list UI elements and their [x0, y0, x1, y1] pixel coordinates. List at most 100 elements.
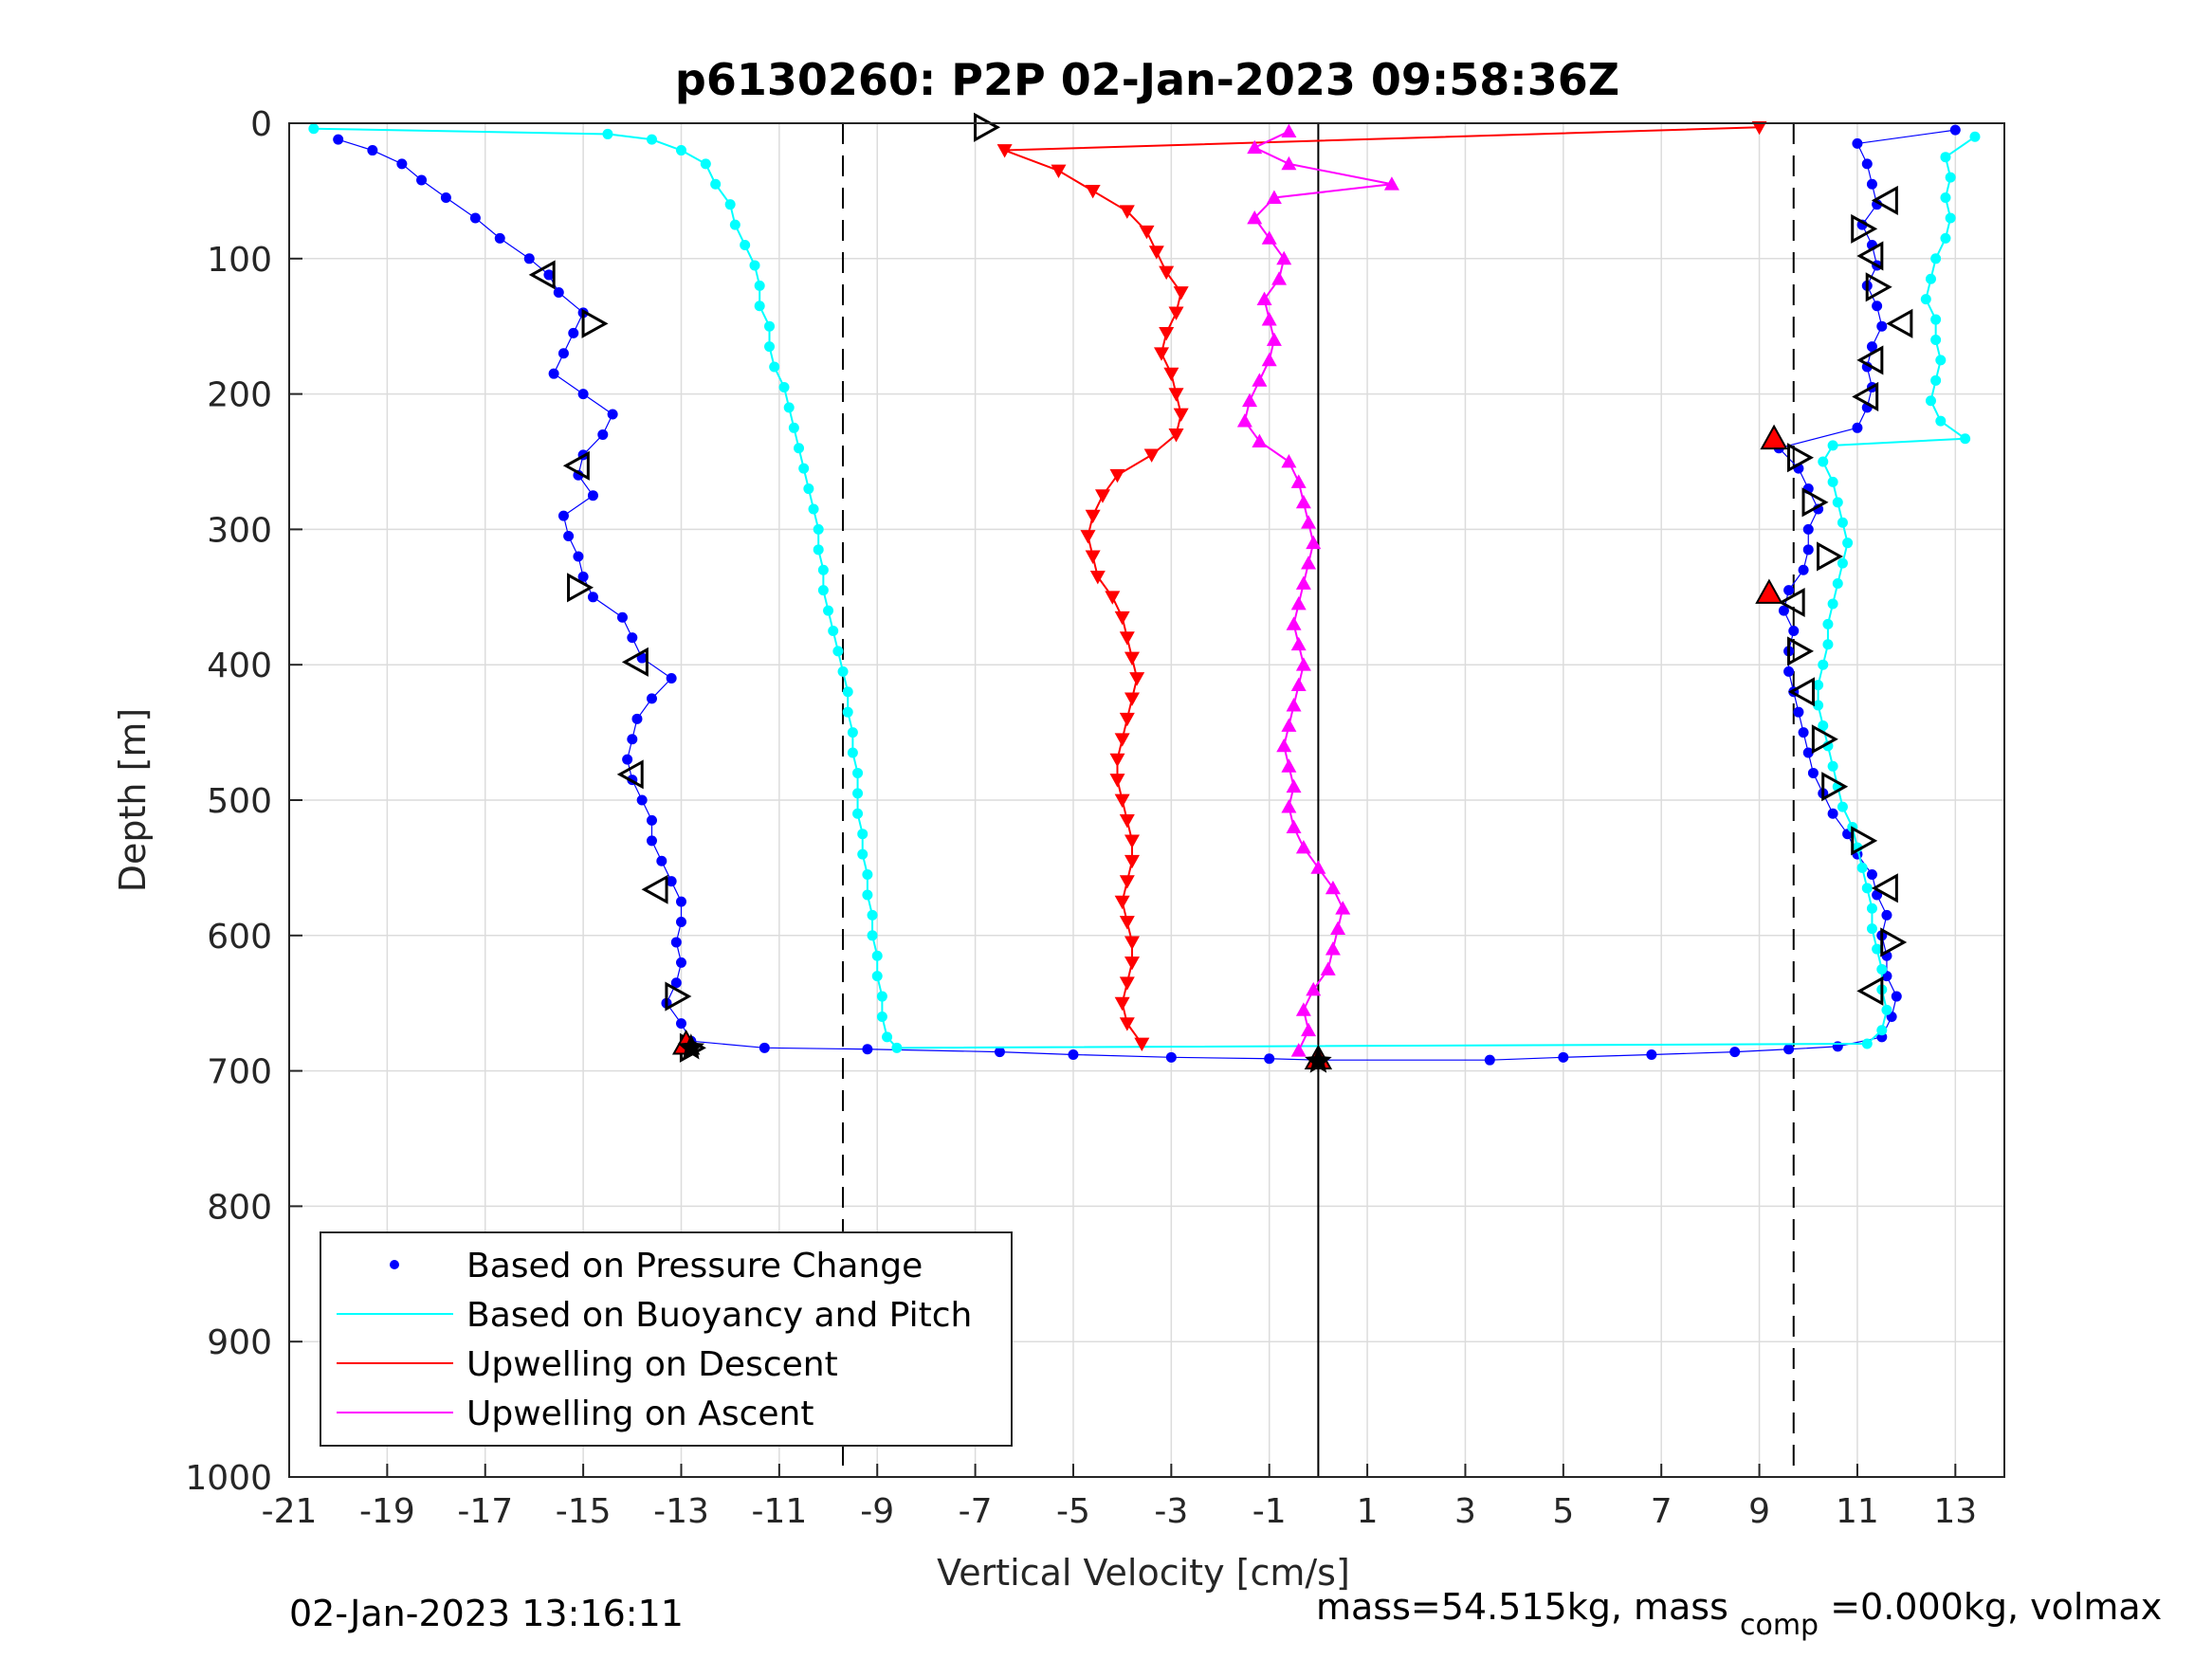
based-on-pressure-change-point — [558, 510, 569, 521]
based-on-buoyancy-and-pitch-point — [1940, 152, 1951, 163]
x-axis-label: Vertical Velocity [cm/s] — [937, 1552, 1350, 1594]
based-on-buoyancy-and-pitch-point — [842, 706, 853, 718]
y-tick-label: 100 — [207, 241, 272, 280]
open-triangle-marker — [581, 308, 609, 338]
based-on-buoyancy-and-pitch-point — [1876, 1025, 1888, 1036]
based-on-buoyancy-and-pitch-point — [1945, 212, 1956, 224]
based-on-buoyancy-and-pitch-point — [1925, 395, 1936, 407]
upwelling-on-ascent-point — [1252, 433, 1268, 447]
based-on-buoyancy-and-pitch-point — [1818, 659, 1829, 670]
upwelling-on-descent-point — [1085, 509, 1101, 524]
upwelling-on-descent-line — [1003, 126, 1760, 1045]
based-on-buoyancy-and-pitch-point — [675, 145, 686, 156]
open-triangle-marker — [1852, 381, 1879, 412]
based-on-buoyancy-and-pitch-point — [852, 767, 864, 778]
based-on-buoyancy-and-pitch-point — [867, 909, 878, 921]
y-tick-label: 500 — [207, 782, 272, 821]
chart-title: p6130260: P2P 02-Jan-2023 09:58:36Z — [675, 54, 1619, 105]
legend: Based on Pressure Change Based on Buoyanc… — [320, 1231, 1013, 1447]
based-on-pressure-change-point — [1646, 1048, 1657, 1060]
based-on-pressure-change-point — [1558, 1051, 1569, 1063]
upwelling-on-ascent-point — [1281, 155, 1297, 171]
based-on-buoyancy-and-pitch-point — [764, 320, 776, 332]
based-on-pressure-change-point — [656, 855, 667, 866]
based-on-buoyancy-and-pitch-point — [857, 829, 868, 840]
upwelling-on-descent-point — [996, 144, 1013, 158]
upwelling-on-ascent-point — [1261, 230, 1277, 245]
x-tick-label: -3 — [1154, 1492, 1188, 1531]
upwelling-on-ascent-point — [1266, 190, 1282, 204]
upwelling-on-descent-point — [1089, 570, 1106, 585]
upwelling-on-descent-point — [1154, 347, 1170, 361]
based-on-buoyancy-and-pitch-point — [862, 869, 873, 881]
upwelling-on-ascent-point — [1383, 176, 1399, 191]
y-tick-label: 1000 — [185, 1459, 272, 1498]
based-on-buoyancy-and-pitch-point — [876, 991, 887, 1002]
upwelling-on-descent-point — [1114, 611, 1130, 626]
upwelling-on-ascent-point — [1295, 494, 1311, 509]
data-marks — [308, 120, 1981, 1066]
x-tick-label: -7 — [959, 1492, 993, 1531]
upwelling-on-descent-point — [1051, 164, 1067, 178]
based-on-pressure-change-point — [1852, 422, 1863, 433]
based-on-pressure-change-point — [1793, 706, 1804, 718]
upwelling-on-descent-point — [1119, 976, 1135, 991]
upwelling-on-ascent-point — [1286, 778, 1302, 793]
upwelling-on-ascent-point — [1290, 474, 1307, 488]
based-on-buoyancy-and-pitch-point — [1842, 538, 1854, 549]
legend-label: Upwelling on Descent — [466, 1345, 838, 1384]
based-on-pressure-change-point — [1802, 747, 1814, 758]
star-marker — [677, 1033, 705, 1060]
based-on-buoyancy-and-pitch-point — [1925, 273, 1936, 284]
open-triangle-marker — [616, 759, 644, 790]
based-on-buoyancy-and-pitch-point — [828, 626, 839, 636]
based-on-buoyancy-and-pitch-point — [847, 727, 858, 738]
upwelling-on-descent-point — [1085, 550, 1101, 564]
footer-mass-text: mass=54.515kg, mass — [1316, 1586, 1728, 1628]
based-on-pressure-change-point — [1872, 301, 1883, 312]
based-on-buoyancy-and-pitch-point — [1872, 943, 1883, 955]
based-on-buoyancy-and-pitch-point — [871, 950, 883, 961]
based-on-buoyancy-and-pitch-point — [1818, 456, 1829, 467]
upwelling-on-descent-point — [1119, 712, 1135, 727]
based-on-pressure-change-point — [548, 368, 559, 379]
open-triangle-marker — [665, 981, 692, 1012]
based-on-buoyancy-and-pitch-point — [1876, 964, 1888, 975]
red-triangle-marker — [1760, 424, 1788, 450]
upwelling-on-ascent-point — [1290, 595, 1307, 611]
based-on-buoyancy-and-pitch-point — [646, 134, 657, 145]
upwelling-on-descent-point — [1124, 956, 1140, 971]
based-on-pressure-change-point — [416, 174, 428, 186]
based-on-buoyancy-and-pitch-point — [1832, 578, 1843, 590]
based-on-pressure-change-point — [666, 876, 677, 887]
based-on-buoyancy-and-pitch-point — [794, 443, 805, 454]
upwelling-on-descent-point — [1143, 448, 1160, 463]
upwelling-on-ascent-point — [1290, 636, 1307, 651]
based-on-pressure-change-point — [1881, 909, 1892, 921]
based-on-pressure-change-point — [1827, 808, 1838, 819]
x-tick-label: 7 — [1651, 1492, 1673, 1531]
upwelling-on-ascent-point — [1247, 139, 1263, 155]
red-triangle-marker — [1755, 578, 1783, 604]
based-on-pressure-change-line — [338, 129, 1956, 1061]
based-on-buoyancy-and-pitch-point — [1881, 1004, 1892, 1015]
based-on-buoyancy-and-pitch-point — [813, 523, 824, 535]
x-tick-label: 5 — [1552, 1492, 1574, 1531]
based-on-pressure-change-point — [1264, 1053, 1275, 1065]
based-on-pressure-change-point — [627, 632, 638, 644]
upwelling-on-ascent-point — [1286, 616, 1302, 630]
based-on-buoyancy-and-pitch-point — [1920, 294, 1931, 305]
x-tick-label: 13 — [1933, 1492, 1977, 1531]
upwelling-on-ascent-point — [1306, 981, 1322, 996]
open-triangle-marker — [1787, 443, 1815, 473]
based-on-pressure-change-point — [563, 531, 575, 542]
x-tick-label: 1 — [1357, 1492, 1379, 1531]
based-on-pressure-change-point — [759, 1042, 770, 1053]
y-tick-label: 700 — [207, 1053, 272, 1092]
upwelling-on-ascent-point — [1281, 454, 1297, 468]
based-on-pressure-change-point — [543, 269, 555, 281]
based-on-pressure-change-point — [1798, 564, 1809, 575]
based-on-pressure-change-point — [1832, 1041, 1843, 1052]
based-on-pressure-change-point — [523, 253, 535, 264]
based-on-pressure-change-point — [440, 192, 451, 204]
